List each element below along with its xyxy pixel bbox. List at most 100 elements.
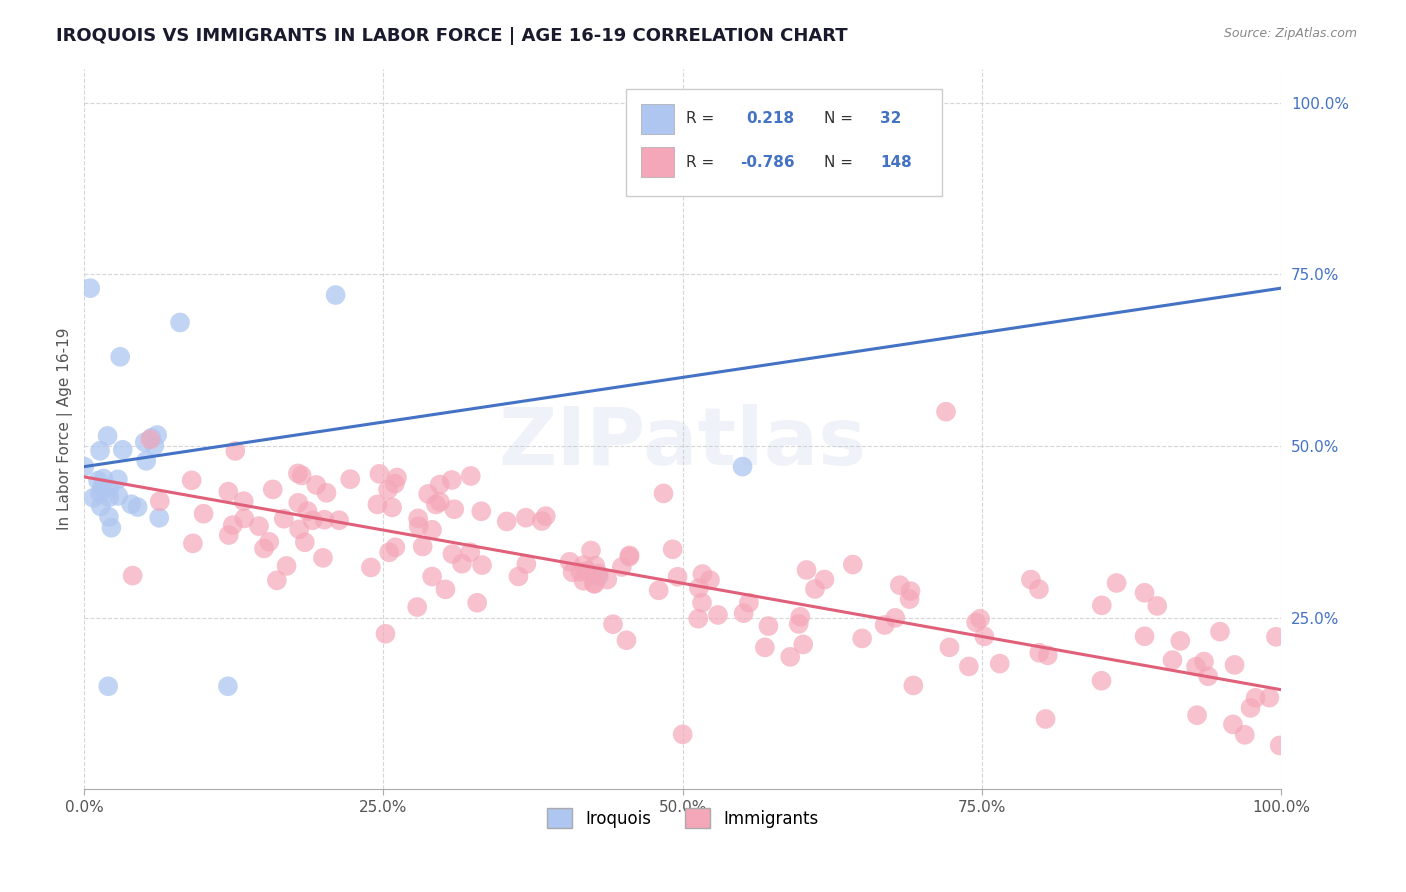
Point: [291, 468, 314, 483]
Point: [873, 618, 896, 632]
Point: [688, 612, 710, 626]
Point: [247, 519, 270, 533]
Point: [360, 560, 382, 574]
Point: [233, 511, 256, 525]
Point: [139, 433, 162, 447]
Point: [408, 519, 430, 533]
Point: [957, 659, 980, 673]
Point: [169, 316, 191, 330]
Point: [652, 486, 675, 500]
Point: [406, 600, 429, 615]
Point: [495, 515, 517, 529]
Point: [339, 472, 361, 486]
Point: [451, 557, 474, 571]
Point: [851, 632, 873, 646]
Point: [90, 500, 112, 514]
Point: [217, 679, 239, 693]
Point: [111, 442, 134, 457]
Point: [1239, 701, 1261, 715]
Point: [460, 469, 482, 483]
Point: [1035, 712, 1057, 726]
Point: [796, 563, 818, 577]
Point: [232, 494, 254, 508]
Point: [583, 558, 606, 573]
Point: [120, 497, 142, 511]
Point: [1185, 708, 1208, 723]
Point: [988, 657, 1011, 671]
Point: [1161, 653, 1184, 667]
Point: [969, 612, 991, 626]
Point: [661, 542, 683, 557]
Point: [789, 609, 811, 624]
FancyBboxPatch shape: [627, 88, 942, 196]
Point: [127, 500, 149, 514]
Point: [973, 629, 995, 643]
Point: [884, 611, 907, 625]
Point: [441, 547, 464, 561]
Point: [90, 480, 112, 494]
Point: [328, 513, 350, 527]
Point: [572, 574, 595, 588]
Point: [312, 550, 335, 565]
Point: [89, 486, 111, 500]
Point: [1233, 728, 1256, 742]
Point: [1091, 599, 1114, 613]
Point: [149, 494, 172, 508]
Point: [596, 573, 619, 587]
Point: [384, 541, 406, 555]
Point: [180, 474, 202, 488]
Point: [443, 502, 465, 516]
Point: [647, 583, 669, 598]
Point: [418, 487, 440, 501]
Point: [707, 607, 730, 622]
Point: [297, 504, 319, 518]
Point: [406, 511, 429, 525]
Point: [287, 496, 309, 510]
Point: [779, 649, 801, 664]
Point: [558, 555, 581, 569]
Point: [294, 535, 316, 549]
Point: [276, 558, 298, 573]
Point: [97, 679, 120, 693]
Point: [672, 727, 695, 741]
Point: [1036, 648, 1059, 663]
Text: 148: 148: [880, 154, 912, 169]
Point: [434, 582, 457, 597]
Point: [374, 626, 396, 640]
Point: [1197, 669, 1219, 683]
Point: [135, 454, 157, 468]
Point: [1258, 690, 1281, 705]
Point: [97, 429, 120, 443]
Point: [903, 678, 925, 692]
Point: [1019, 573, 1042, 587]
Point: [1105, 576, 1128, 591]
Point: [440, 473, 463, 487]
Text: 0.218: 0.218: [747, 112, 794, 127]
Point: [900, 584, 922, 599]
Point: [458, 545, 481, 559]
Point: [619, 549, 641, 563]
Point: [787, 616, 810, 631]
Point: [222, 518, 245, 533]
Point: [288, 522, 311, 536]
Point: [224, 443, 246, 458]
Point: [576, 564, 599, 578]
Point: [1090, 673, 1112, 688]
Point: [842, 558, 865, 572]
Point: [1209, 624, 1232, 639]
Text: ZIPatlas: ZIPatlas: [499, 404, 868, 483]
Point: [385, 470, 408, 484]
Point: [287, 467, 309, 481]
Bar: [641, 147, 675, 178]
Point: [1146, 599, 1168, 613]
Point: [217, 484, 239, 499]
Point: [731, 459, 754, 474]
Bar: [641, 103, 675, 134]
Point: [588, 569, 610, 583]
Point: [813, 573, 835, 587]
Point: [561, 566, 583, 580]
Text: Source: ZipAtlas.com: Source: ZipAtlas.com: [1223, 27, 1357, 40]
Point: [1222, 717, 1244, 731]
Text: N =: N =: [824, 154, 853, 169]
Point: [121, 568, 143, 582]
